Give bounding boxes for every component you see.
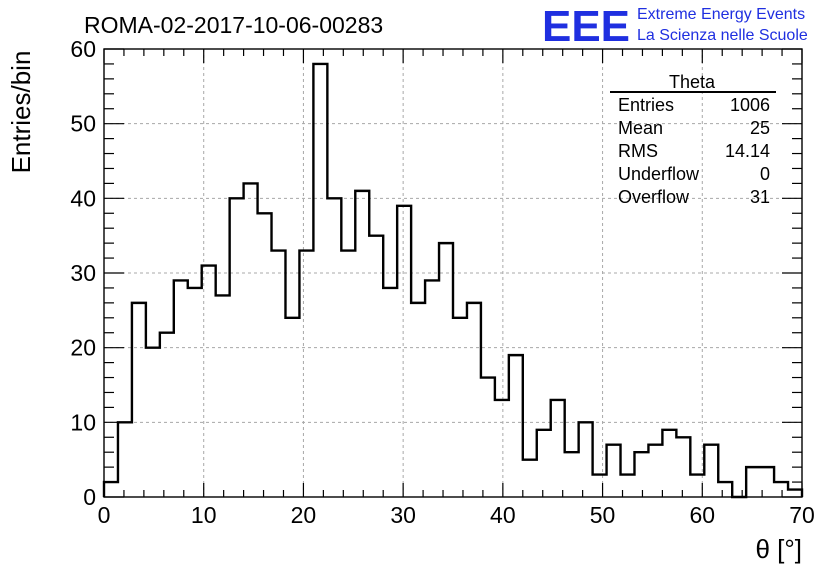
stats-value: 25 [750, 118, 770, 138]
x-tick-label: 50 [590, 502, 616, 528]
histogram-bin [216, 295, 230, 497]
histogram-bin [188, 288, 202, 497]
histogram-bin [704, 445, 718, 497]
y-tick-label: 0 [83, 484, 96, 510]
histogram-bin [132, 303, 146, 497]
histogram-bin [537, 430, 551, 497]
chart-title: ROMA-02-2017-10-06-00283 [84, 12, 383, 38]
y-tick-label: 40 [70, 185, 96, 211]
histogram-bin [425, 280, 439, 497]
histogram-bin [481, 378, 495, 497]
stats-label: RMS [618, 141, 658, 161]
stats-value: 14.14 [725, 141, 770, 161]
logo-line-2: La Scienza nelle Scuole [637, 27, 808, 44]
stats-title: Theta [669, 72, 716, 92]
stats-label: Entries [618, 95, 674, 115]
histogram-bin [174, 280, 188, 497]
histogram-bin [397, 206, 411, 497]
x-axis-label: θ [°] [755, 534, 802, 564]
histogram-bin [523, 460, 537, 497]
histogram-bin [230, 198, 244, 497]
histogram-bin [299, 251, 313, 497]
histogram-bin [272, 251, 286, 497]
stats-value: 1006 [730, 95, 770, 115]
histogram-bin [676, 437, 690, 497]
logo-line-1: Extreme Energy Events [637, 6, 805, 23]
y-tick-label: 60 [70, 36, 96, 62]
stats-label: Underflow [618, 164, 700, 184]
stats-value: 31 [750, 187, 770, 207]
x-tick-label: 40 [490, 502, 516, 528]
x-tick-label: 20 [291, 502, 317, 528]
histogram-bin [774, 482, 788, 497]
x-tick-label: 70 [789, 502, 815, 528]
x-tick-label: 10 [191, 502, 217, 528]
histogram-bin [146, 348, 160, 497]
histogram-bin [648, 445, 662, 497]
y-tick-label: 10 [70, 409, 96, 435]
histogram-bin [453, 318, 467, 497]
histogram-bin [495, 400, 509, 497]
tick-labels: 0 10 20 30 40 50 60 70 0 10 20 30 40 50 60 [70, 36, 814, 528]
histogram-bin [551, 400, 565, 497]
stats-label: Overflow [618, 187, 690, 207]
histogram-bin [411, 303, 425, 497]
x-tick-label: 60 [689, 502, 715, 528]
stats-value: 0 [760, 164, 770, 184]
y-tick-label: 20 [70, 335, 96, 361]
histogram-bin [244, 183, 258, 497]
histogram-bin [258, 213, 272, 497]
histogram-bin [607, 445, 621, 497]
histogram-bars [102, 62, 804, 499]
histogram-bin [467, 303, 481, 497]
histogram-bin [662, 430, 676, 497]
histogram-bin [369, 236, 383, 497]
histogram-bin [104, 482, 118, 497]
histogram-bin [160, 333, 174, 497]
histogram-bin [341, 251, 355, 497]
histogram-bin [383, 288, 397, 497]
histogram-bin [355, 191, 369, 497]
logo-mark: EEE [542, 2, 630, 51]
histogram-bin [439, 243, 453, 497]
histogram-bin [285, 318, 299, 497]
y-axis-label: Entries/bin [6, 51, 36, 174]
histogram-bin [718, 482, 732, 497]
histogram-bin [313, 64, 327, 497]
x-tick-label: 0 [98, 502, 111, 528]
eee-logo: EEE Extreme Energy Events La Scienza nel… [542, 2, 808, 51]
histogram-bin [565, 452, 579, 497]
histogram-bin [118, 422, 132, 497]
histogram-bin [593, 475, 607, 497]
grid [104, 49, 802, 497]
stats-label: Mean [618, 118, 663, 138]
histogram-bin [509, 355, 523, 497]
histogram-bin [202, 266, 216, 497]
histogram-bin [579, 422, 593, 497]
histogram-bin [327, 198, 341, 497]
histogram-bin [634, 452, 648, 497]
y-tick-label: 50 [70, 111, 96, 137]
histogram-bin [746, 467, 760, 497]
histogram-outline [102, 62, 804, 499]
axes [103, 48, 803, 498]
stats-box: Theta Entries 1006 Mean 25 RMS 14.14 Underflow… [610, 72, 776, 207]
y-tick-label: 30 [70, 260, 96, 286]
x-tick-label: 30 [390, 502, 416, 528]
